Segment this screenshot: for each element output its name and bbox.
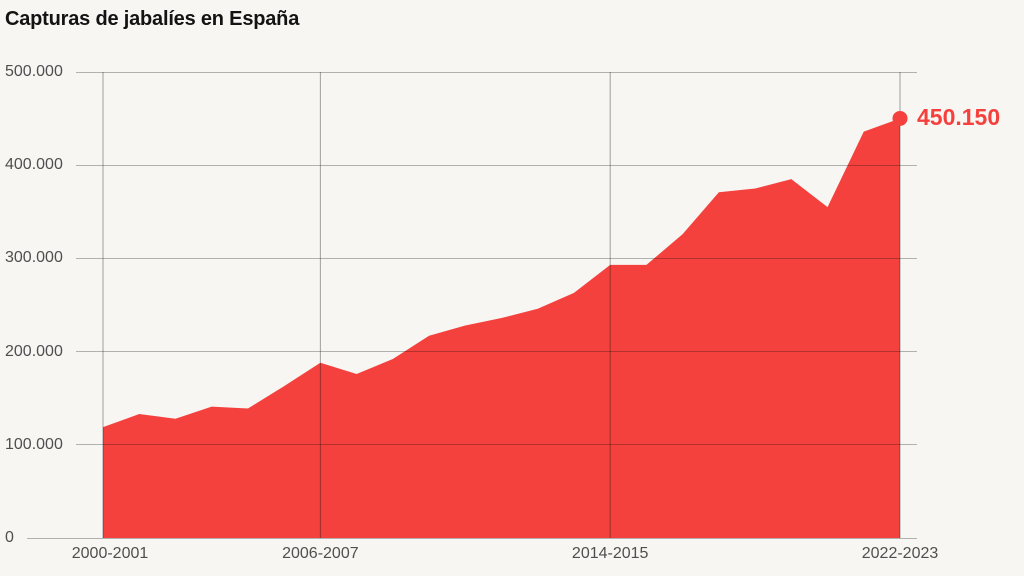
- value-annotation-text: 450.150: [917, 104, 1001, 131]
- x-axis-tick-label: 2006-2007: [282, 545, 359, 562]
- end-point-dot: [892, 110, 908, 126]
- x-axis-tick-label: 2014-2015: [571, 545, 649, 562]
- x-axis-tick-label: 2000-2001: [71, 545, 149, 562]
- area-series: [103, 118, 900, 538]
- value-annotation: 450.150: [917, 104, 1000, 131]
- x-axis-tick-label: 2022-2023: [861, 545, 939, 562]
- chart-title: Capturas de jabalíes en España: [5, 8, 300, 30]
